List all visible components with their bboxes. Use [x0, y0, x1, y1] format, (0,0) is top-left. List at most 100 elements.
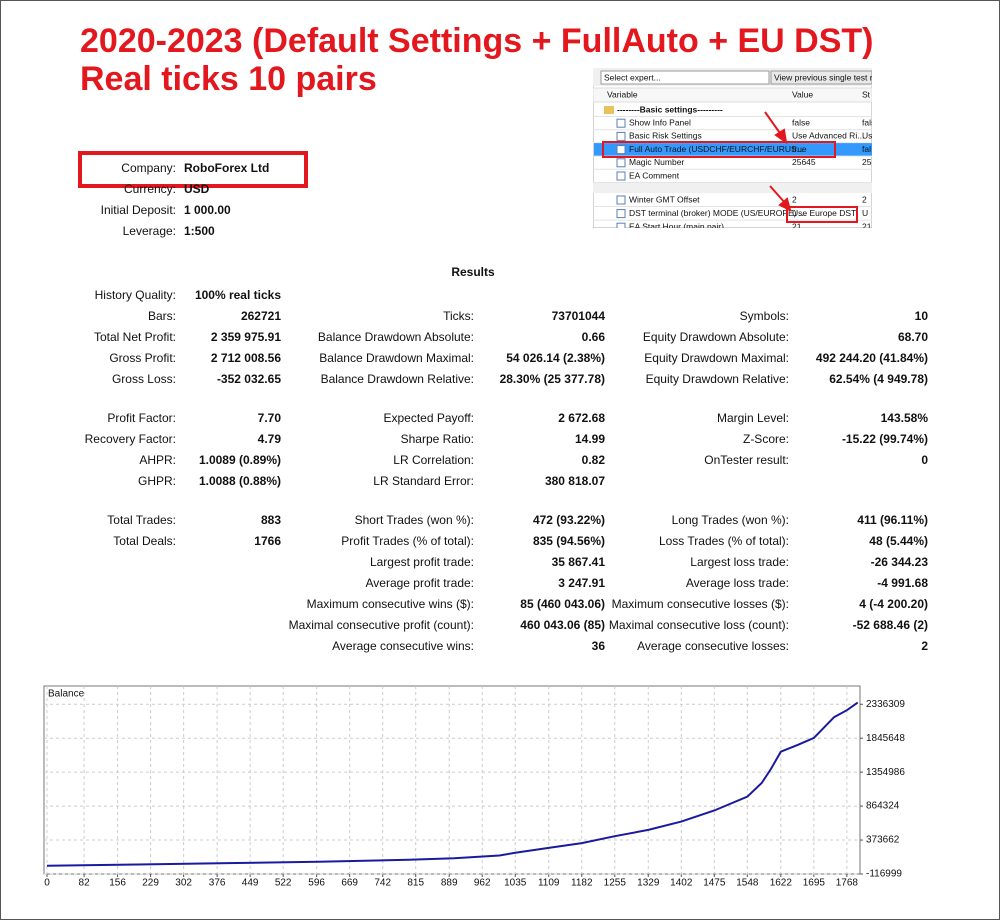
metric-label: Average loss trade:: [686, 576, 789, 590]
metric-label: Maximum consecutive wins ($):: [307, 597, 474, 611]
metric-label: Average consecutive wins:: [332, 639, 474, 653]
variable: --------Basic settings---------: [617, 104, 723, 114]
value: 25645: [792, 157, 816, 167]
variable: EA Start Hour (main pair): [629, 221, 724, 231]
variable: Winter GMT Offset: [629, 194, 700, 204]
x-tick-label: 1182: [571, 878, 593, 889]
metric-value: 2 359 975.91: [211, 330, 281, 344]
x-tick-label: 1255: [604, 878, 627, 889]
variable: Full Auto Trade (USDCHF/EURCHF/EURUS...: [629, 144, 804, 154]
metric-label: Equity Drawdown Absolute:: [643, 330, 789, 344]
metric-value: -4 991.68: [877, 576, 928, 590]
metric-label: Gross Loss:: [112, 372, 176, 386]
metric-label: Equity Drawdown Maximal:: [644, 351, 789, 365]
metric-value: 835 (94.56%): [533, 534, 605, 548]
column-name: Value: [792, 89, 813, 99]
metric-label: Short Trades (won %):: [355, 513, 474, 527]
account-label: Initial Deposit:: [101, 203, 176, 217]
metric-value: 85 (460 043.06): [520, 597, 605, 611]
checkbox-icon: [616, 195, 626, 205]
arrows: [764, 111, 792, 212]
metric-value: 14.99: [575, 432, 605, 446]
metric-value: 472 (93.22%): [533, 513, 605, 527]
arrow-head: [774, 128, 788, 145]
expert-select[interactable]: [600, 70, 770, 85]
metric-label: Profit Trades (% of total):: [341, 534, 474, 548]
chart-title: Balance: [48, 689, 85, 700]
history-button[interactable]: [770, 70, 872, 85]
panel-gap: [593, 183, 872, 193]
checkbox-icon: [616, 118, 626, 128]
value: 2: [792, 194, 797, 204]
checkbox-icon: [616, 209, 626, 219]
metric-value: 1.0089 (0.89%): [199, 453, 281, 467]
metric-label: Balance Drawdown Maximal:: [319, 351, 474, 365]
metric-value: 883: [261, 513, 281, 527]
metric-value: 100% real ticks: [195, 288, 281, 302]
start: Us: [862, 131, 872, 141]
metric-value: 411 (96.11%): [857, 513, 928, 527]
metric-label: Recovery Factor:: [85, 432, 176, 446]
account-label: Company:: [121, 161, 176, 175]
x-tick-label: 1402: [670, 878, 693, 889]
column-header: [593, 87, 872, 103]
metric-label: Margin Level:: [717, 411, 789, 425]
x-tick-label: 1548: [736, 878, 759, 889]
metric-label: GHPR:: [138, 474, 176, 488]
title-line: 2020-2023 (Default Settings + FullAuto +…: [80, 22, 874, 60]
metric-value: 262721: [241, 309, 281, 323]
x-tick-label: 669: [341, 878, 358, 889]
account-value: RoboForex Ltd: [184, 161, 269, 175]
metric-label: Z-Score:: [743, 432, 789, 446]
metric-label: Equity Drawdown Relative:: [646, 372, 789, 386]
x-tick-label: 1768: [836, 878, 859, 889]
x-tick-label: 376: [209, 878, 226, 889]
metric-value: -26 344.23: [871, 555, 929, 569]
metric-label: History Quality:: [95, 288, 176, 302]
metric-label: LR Correlation:: [393, 453, 474, 467]
metric-value: 492 244.20 (41.84%): [816, 351, 928, 365]
value: 21: [792, 221, 802, 231]
metric-value: 3 247.91: [558, 576, 605, 590]
x-tick-label: 962: [474, 878, 491, 889]
x-tick-label: 1329: [637, 878, 660, 889]
x-tick-label: 596: [308, 878, 325, 889]
metric-value: 48 (5.44%): [869, 534, 928, 548]
metric-label: Total Net Profit:: [94, 330, 176, 344]
metric-label: Long Trades (won %):: [672, 513, 789, 527]
metric-label: Symbols:: [740, 309, 789, 323]
metric-label: Largest profit trade:: [370, 555, 474, 569]
start: fal: [862, 144, 871, 154]
metric-label: Largest loss trade:: [690, 555, 789, 569]
value: Use Europe DST: [792, 208, 856, 218]
highlight-box: [602, 141, 836, 158]
balance-line: [46, 701, 859, 867]
account-label: Leverage:: [123, 224, 176, 238]
account-value: 1:500: [184, 224, 215, 238]
metric-label: Balance Drawdown Relative:: [321, 372, 474, 386]
variable: DST terminal (broker) MODE (US/EUROPE) .…: [629, 208, 806, 218]
metric-label: Average consecutive losses:: [637, 639, 789, 653]
metric-value: 4.79: [258, 432, 282, 446]
y-tick-label: 373662: [866, 835, 900, 846]
expert-select-text: Select expert...: [604, 72, 661, 82]
metric-value: 2 712 008.56: [211, 351, 281, 365]
metric-label: Maximum consecutive losses ($):: [612, 597, 789, 611]
x-tick-label: 889: [441, 878, 458, 889]
x-tick-label: 1035: [504, 878, 527, 889]
history-button-text: View previous single test result: [774, 72, 891, 82]
column-name: Variable: [607, 89, 638, 99]
metric-value: 36: [592, 639, 606, 653]
metric-label: Sharpe Ratio:: [401, 432, 474, 446]
metric-value: -352 032.65: [217, 372, 281, 386]
checkbox-icon: [616, 158, 626, 168]
checkbox-icon: [616, 131, 626, 141]
metric-value: 28.30% (25 377.78): [500, 372, 605, 386]
start: fals: [862, 117, 875, 127]
variable: Show Info Panel: [629, 117, 691, 127]
value: true: [792, 144, 807, 154]
highlight-box: [786, 206, 858, 223]
metric-label: Average profit trade:: [365, 576, 474, 590]
account-label: Currency:: [124, 182, 176, 196]
metric-label: AHPR:: [139, 453, 176, 467]
